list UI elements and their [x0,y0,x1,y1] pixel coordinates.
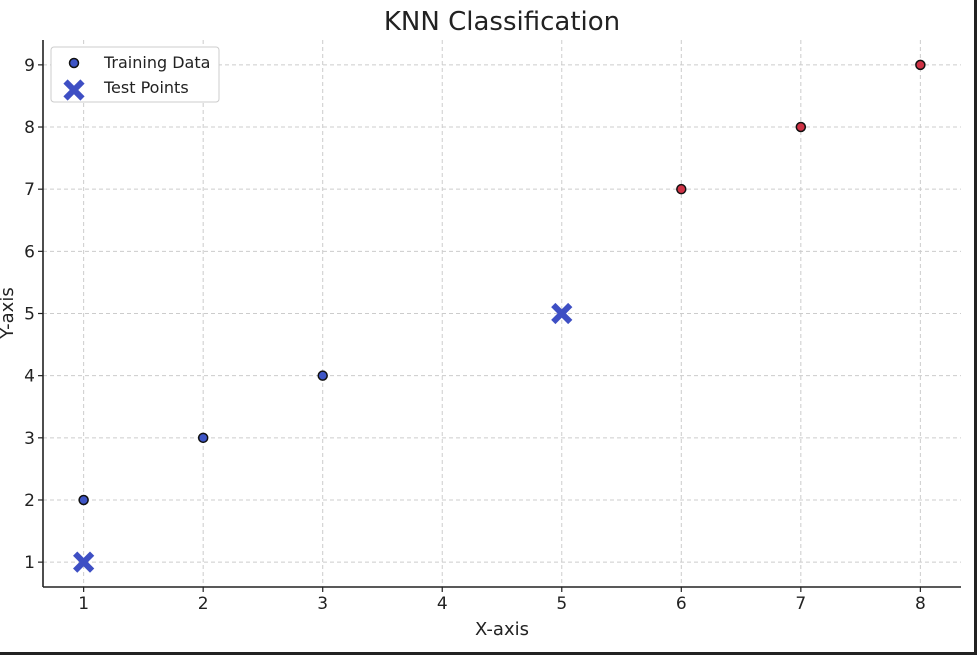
x-tick-label: 3 [317,594,328,614]
training-point-marker [795,121,807,133]
legend-label: Test Points [103,78,189,97]
legend-box [50,46,220,103]
y-tick-label: 8 [24,118,35,138]
legend-training-symbol [68,57,80,69]
y-tick-label: 2 [24,491,35,511]
data-points [73,59,926,573]
tick-labels: 1 2 3 4 5 6 7 8 1 2 3 4 5 6 7 8 9 [24,56,926,614]
training-point-marker [197,432,209,444]
legend-item: Test Points [63,78,189,101]
x-tick-label: 4 [437,594,448,614]
x-tick-label: 6 [676,594,687,614]
y-tick-label: 6 [24,242,35,262]
test-point-stroke-b [73,551,95,573]
legend-training-symbol-marker [68,57,80,69]
legend-test-symbol [63,79,85,101]
training-point-marker [915,59,926,71]
x-tick-label: 7 [795,594,806,614]
x-tick-label: 5 [556,594,567,614]
legend-test-symbol-stroke-b [63,79,85,101]
y-tick-label: 5 [24,305,35,325]
x-tick-label: 2 [198,594,209,614]
legend-item: Training Data [68,53,210,72]
training-point-marker [317,370,328,381]
training-point [197,432,209,444]
legend: Training Data Test Points [50,46,220,103]
training-point [795,121,807,133]
x-axis-label: X-axis [475,619,529,640]
x-tick-label: 1 [78,594,89,614]
y-tick-label: 1 [24,553,35,573]
grid-lines [43,40,961,587]
training-point [317,370,328,381]
training-point-marker [676,183,687,195]
chart-title: KNN Classification [384,7,620,37]
test-point-stroke-b [551,302,573,325]
y-tick-label: 3 [24,429,35,449]
training-point [915,59,926,71]
legend-label: Training Data [103,53,210,72]
y-tick-label: 7 [24,180,35,200]
y-axis-label: Y-axis [0,287,18,339]
training-point-marker [78,494,89,506]
test-point [551,302,573,325]
training-point [78,494,89,506]
y-tick-label: 9 [24,56,35,76]
y-tick-label: 4 [24,367,35,387]
test-point [73,551,95,573]
x-tick-label: 8 [915,594,926,614]
training-point [676,183,687,195]
